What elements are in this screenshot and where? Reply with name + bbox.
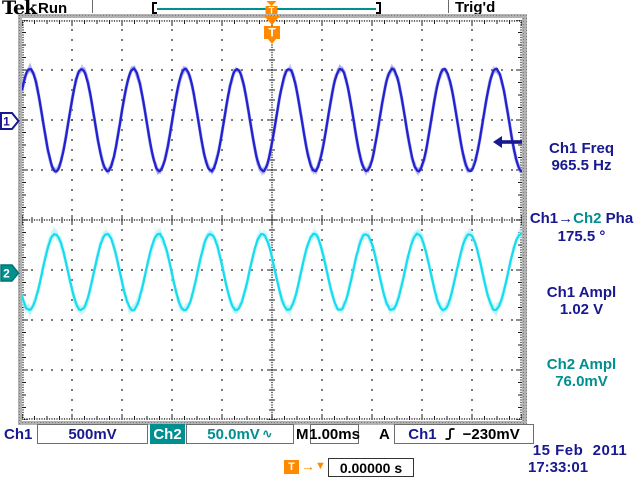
time-label: 17:33:01	[528, 459, 589, 476]
arrow-right-icon: →	[558, 210, 574, 227]
timebase-value: 1.00ms	[309, 425, 360, 443]
ch2-position-marker: 2	[0, 264, 20, 282]
meas-ch1-ampl-value: 1.02 V	[559, 301, 604, 318]
triangle-down-icon: ▼	[315, 460, 326, 472]
ch1-position-marker: 1	[0, 112, 20, 130]
trigger-time-readout: 0.00000 s	[328, 458, 414, 477]
meas-ch2-ampl-label: Ch2 Ampl	[546, 356, 617, 373]
meas-phase-label-ch1: Ch1	[529, 210, 559, 227]
svg-text:2: 2	[3, 267, 10, 281]
meas-ch1-ampl-label: Ch1 Ampl	[546, 284, 617, 301]
meas-ch2-ampl-value: 76.0mV	[555, 373, 608, 390]
trigger-position-flag-icon: T	[264, 16, 280, 44]
trigger-settings-box: Ch1 −230mV	[394, 424, 534, 444]
trigger-marker-icon: T	[284, 460, 299, 474]
date-label: 15 Feb 2011	[532, 442, 628, 459]
trigger-time-value: 0.00000 s	[339, 459, 403, 476]
meas-phase-label: Ch1→Ch2 Pha	[523, 210, 640, 227]
ch2-scale-value: 50.0mV	[207, 425, 260, 443]
ch2-scale-box: 50.0mV ∿	[186, 424, 294, 444]
meas-phase-label-pha: Pha	[601, 210, 634, 227]
main-timebase-label: M	[296, 426, 309, 443]
record-trigger-position-icon: T	[265, 1, 278, 16]
trigger-source: Ch1	[408, 425, 437, 443]
topbar-divider	[92, 0, 93, 13]
svg-text:T: T	[268, 26, 276, 40]
trigger-a-label: A	[379, 426, 390, 443]
record-view-right-bracket	[376, 2, 381, 14]
timebase-box: 1.00ms	[309, 424, 360, 444]
graticule-frame-left	[18, 14, 22, 425]
trigger-level-arrow-icon	[493, 136, 522, 148]
graticule-frame-right	[522, 14, 527, 425]
tek-logo: Tek	[2, 0, 37, 19]
svg-text:T: T	[269, 6, 275, 16]
ch1-scale-value: 500mV	[68, 425, 117, 443]
trigger-level: −230mV	[462, 425, 520, 443]
ch2-label: Ch2	[153, 425, 182, 443]
meas-phase-value: 175.5 °	[557, 228, 606, 245]
topbar-divider-right	[448, 0, 449, 13]
record-view-left-bracket	[152, 2, 157, 14]
rising-edge-icon	[445, 428, 455, 440]
meas-ch1-freq-value: 965.5 Hz	[551, 157, 612, 174]
ch1-scale-box: 500mV	[37, 424, 148, 444]
waveform-plot	[22, 20, 522, 420]
ch2-label-box: Ch2	[150, 424, 185, 444]
ac-coupling-sine-icon: ∿	[261, 426, 273, 441]
ch1-label: Ch1	[4, 426, 33, 443]
svg-text:1: 1	[3, 115, 10, 129]
meas-phase-label-ch2: Ch2	[573, 210, 602, 227]
arrow-to-icon: →	[301, 458, 315, 474]
graticule-frame-bottom	[18, 421, 527, 425]
trigger-status: Trig'd	[455, 0, 496, 16]
acquisition-status: Run	[38, 0, 68, 17]
meas-ch1-freq-label: Ch1 Freq	[548, 140, 614, 157]
